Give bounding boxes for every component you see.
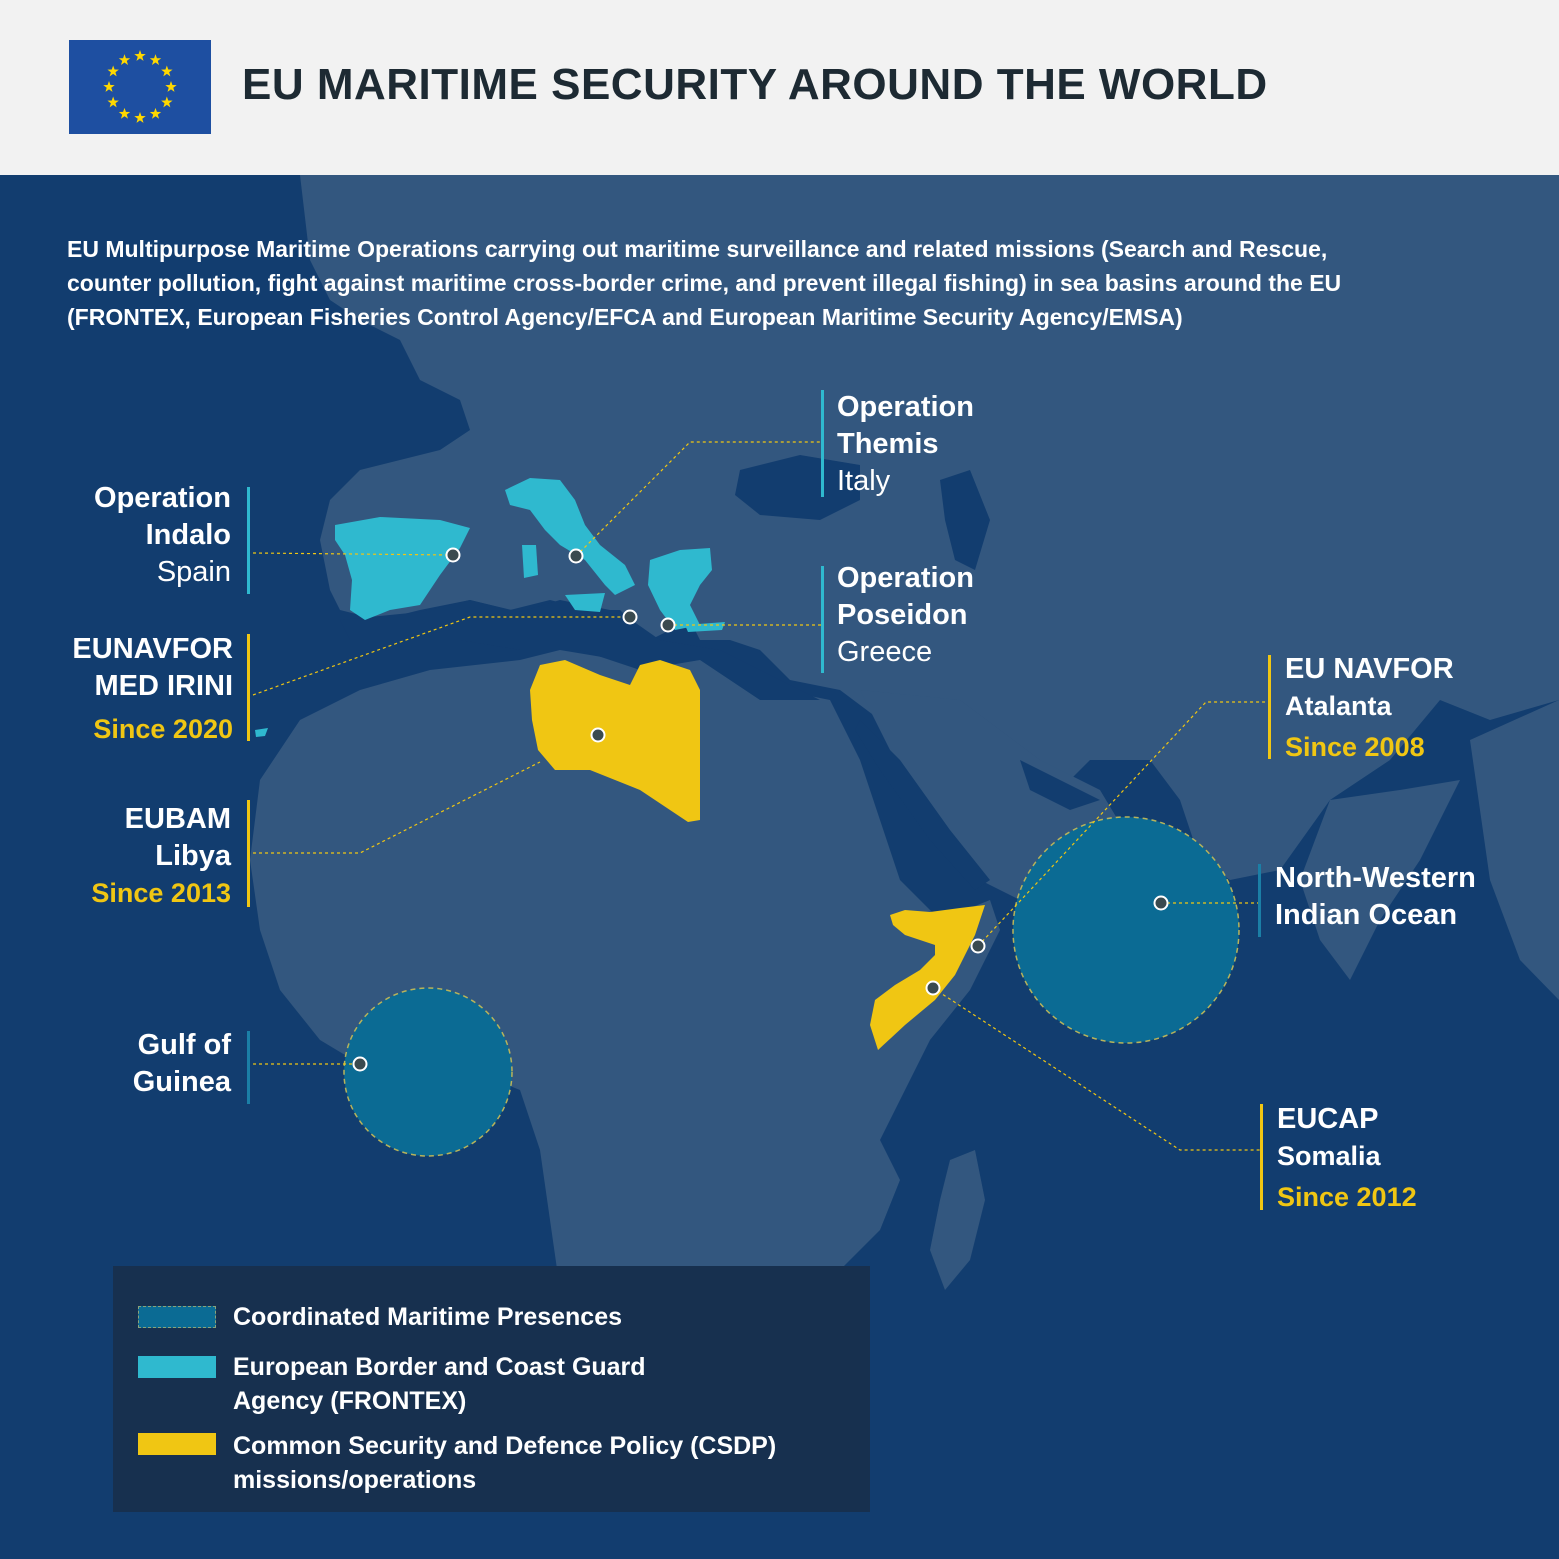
flag-star-icon bbox=[103, 81, 115, 92]
flag-star-icon bbox=[149, 107, 162, 119]
label-themis: Operation Themis Italy bbox=[837, 389, 974, 500]
atalanta-since: Since 2008 bbox=[1285, 732, 1425, 762]
legend-csdp-line2: missions/operations bbox=[233, 1466, 477, 1494]
marker-irini bbox=[622, 609, 638, 625]
flag-star-icon bbox=[161, 65, 173, 77]
irini-bar bbox=[247, 634, 250, 741]
themis-line1: Operation bbox=[837, 391, 974, 423]
label-poseidon: Operation Poseidon Greece bbox=[837, 560, 974, 671]
flag-star-icon bbox=[107, 96, 119, 108]
connector-lines bbox=[252, 441, 1268, 1151]
poseidon-bar bbox=[821, 566, 824, 673]
poseidon-line2: Poseidon bbox=[837, 599, 968, 631]
sardinia-shape bbox=[522, 545, 538, 578]
flag-star-icon bbox=[118, 107, 131, 119]
label-nwio: North-Western Indian Ocean bbox=[1275, 860, 1476, 934]
guinea-line2: Guinea bbox=[132, 1066, 231, 1098]
nw-indian-ocean-area bbox=[1012, 816, 1240, 1044]
nwio-bar bbox=[1258, 864, 1261, 937]
guinea-line1: Gulf of bbox=[137, 1029, 231, 1061]
flag-star-icon bbox=[165, 81, 177, 92]
nwio-line2: Indian Ocean bbox=[1275, 899, 1458, 931]
eucap-line1: EUCAP bbox=[1277, 1103, 1379, 1135]
label-eucap: EUCAP Somalia Since 2012 bbox=[1277, 1101, 1417, 1216]
label-irini: EUNAVFOR MED IRINI Since 2020 bbox=[0, 631, 233, 748]
guinea-bar bbox=[247, 1031, 250, 1104]
page-title: EU MARITIME SECURITY AROUND THE WORLD bbox=[242, 60, 1268, 109]
intro-text: EU Multipurpose Maritime Operations carr… bbox=[67, 236, 1342, 330]
flag-star-icon bbox=[118, 54, 131, 66]
flag-star-icon bbox=[161, 96, 173, 108]
nwio-line1: North-Western bbox=[1275, 862, 1476, 894]
eucap-bar bbox=[1260, 1104, 1263, 1210]
legend-frontex-line1: European Border and Coast Guard bbox=[233, 1353, 646, 1381]
legend-frontex: European Border and Coast Guard Agency (… bbox=[233, 1350, 853, 1418]
flag-star-icon bbox=[134, 112, 146, 123]
cmp-swatch bbox=[138, 1306, 216, 1328]
header: EU MARITIME SECURITY AROUND THE WORLD bbox=[0, 0, 1559, 175]
indalo-line2: Indalo bbox=[145, 519, 231, 551]
csdp-swatch bbox=[138, 1433, 216, 1455]
marker-indalo bbox=[445, 547, 461, 563]
eubam-line1: EUBAM bbox=[124, 803, 231, 835]
flag-star-icon bbox=[107, 65, 119, 77]
legend-cmp: Coordinated Maritime Presences bbox=[233, 1303, 623, 1331]
legend: Coordinated Maritime Presences European … bbox=[113, 1266, 870, 1512]
marker-eucap bbox=[925, 980, 941, 996]
atalanta-line1: EU NAVFOR bbox=[1285, 653, 1454, 685]
themis-line2: Themis bbox=[837, 428, 939, 460]
themis-bar bbox=[821, 390, 824, 497]
eu-flag-icon bbox=[69, 40, 211, 134]
legend-csdp: Common Security and Defence Policy (CSDP… bbox=[233, 1429, 853, 1497]
indalo-country: Spain bbox=[156, 556, 231, 588]
label-atalanta: EU NAVFOR Atalanta Since 2008 bbox=[1285, 651, 1454, 766]
canary-shape bbox=[255, 728, 268, 737]
flag-star-icon bbox=[149, 54, 162, 66]
location-markers bbox=[352, 547, 1169, 1072]
somalia-shape bbox=[870, 905, 985, 1050]
irini-line2: MED IRINI bbox=[94, 670, 233, 702]
flag-star-icon bbox=[134, 50, 146, 61]
eubam-line2: Libya bbox=[155, 840, 231, 872]
frontex-countries bbox=[255, 478, 725, 737]
atalanta-line2: Atalanta bbox=[1285, 691, 1392, 721]
eubam-bar bbox=[247, 800, 250, 907]
libya-shape bbox=[530, 660, 700, 822]
frontex-swatch bbox=[138, 1356, 216, 1378]
label-indalo: Operation Indalo Spain bbox=[0, 480, 231, 591]
marker-atalanta bbox=[970, 938, 986, 954]
eubam-since: Since 2013 bbox=[91, 878, 231, 908]
indalo-line1: Operation bbox=[94, 482, 231, 514]
poseidon-country: Greece bbox=[837, 636, 933, 668]
csdp-countries bbox=[530, 660, 985, 1050]
label-eubam: EUBAM Libya Since 2013 bbox=[0, 801, 231, 912]
atalanta-bar bbox=[1268, 655, 1271, 759]
marker-nwio bbox=[1153, 895, 1169, 911]
irini-line1: EUNAVFOR bbox=[72, 633, 233, 665]
eucap-line2: Somalia bbox=[1277, 1141, 1381, 1171]
legend-frontex-line2: Agency (FRONTEX) bbox=[233, 1387, 467, 1415]
marker-eubam bbox=[590, 727, 606, 743]
marker-poseidon bbox=[660, 617, 676, 633]
marker-themis bbox=[568, 548, 584, 564]
gulf-of-guinea-area bbox=[343, 987, 513, 1157]
indalo-bar bbox=[247, 487, 250, 594]
eucap-since: Since 2012 bbox=[1277, 1182, 1417, 1212]
legend-csdp-line1: Common Security and Defence Policy (CSDP… bbox=[233, 1432, 777, 1460]
themis-country: Italy bbox=[837, 465, 891, 497]
sicily-shape bbox=[565, 593, 605, 612]
irini-since: Since 2020 bbox=[93, 714, 233, 744]
label-guinea: Gulf of Guinea bbox=[0, 1027, 231, 1101]
italy-shape bbox=[505, 478, 635, 595]
greece-shape bbox=[648, 548, 712, 630]
marker-guinea bbox=[352, 1056, 368, 1072]
inland-seas bbox=[340, 455, 1100, 890]
poseidon-line1: Operation bbox=[837, 562, 974, 594]
spain-shape bbox=[335, 517, 470, 620]
